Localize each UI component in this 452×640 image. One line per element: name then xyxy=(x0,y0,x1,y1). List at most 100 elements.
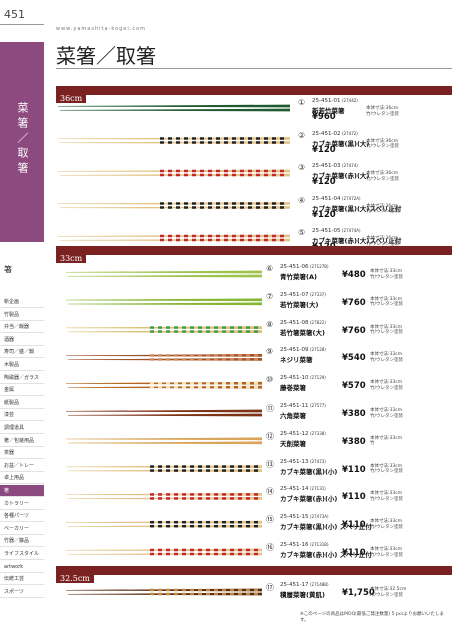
chopstick xyxy=(192,238,196,242)
chopstick xyxy=(198,552,202,556)
nav-item: artwork xyxy=(0,561,44,573)
item-name: 藤巻菜箸 xyxy=(280,384,306,393)
chopstick xyxy=(184,137,188,140)
item-number: ① xyxy=(298,98,306,107)
chopstick xyxy=(68,274,262,278)
chopstick xyxy=(158,358,162,361)
chopstick xyxy=(174,524,178,528)
item-name: カブキ菜箸(赤)(大)スベリ止付 xyxy=(312,237,402,245)
chopstick xyxy=(256,238,260,242)
item-name: 若竹菜箸(大) xyxy=(280,300,319,309)
chopstick xyxy=(198,493,202,496)
item-price: ¥120 xyxy=(312,144,336,155)
chopstick xyxy=(190,520,194,524)
chopstick xyxy=(176,169,180,173)
chopstick xyxy=(238,552,242,556)
chopstick xyxy=(206,520,210,524)
chopstick xyxy=(230,469,234,472)
chopstick xyxy=(158,548,162,552)
chopstick xyxy=(160,141,164,144)
chopstick xyxy=(254,524,258,528)
chopstick xyxy=(198,330,202,333)
chopstick xyxy=(58,202,290,205)
item-spec: 本体寸法:33cm xyxy=(370,547,403,552)
chopstick xyxy=(166,381,170,385)
chopstick xyxy=(216,238,220,242)
chopstick xyxy=(230,552,234,556)
chopstick xyxy=(238,465,242,468)
chopstick xyxy=(68,330,262,333)
item-ref: (27129) xyxy=(310,375,326,381)
chopstick xyxy=(246,497,250,500)
page-title: 菜箸／取箸 xyxy=(56,44,156,68)
chopstick xyxy=(58,169,290,173)
chopstick xyxy=(214,326,218,329)
item-number: ⑨ xyxy=(266,347,274,357)
chopstick xyxy=(232,173,236,177)
chopstick xyxy=(222,465,226,468)
item-spec: 本体寸法:36cm xyxy=(366,171,399,176)
chopstick xyxy=(150,381,154,385)
chopstick xyxy=(68,592,262,596)
chopstick xyxy=(174,469,178,472)
chopstick xyxy=(190,358,194,361)
chopstick xyxy=(280,206,284,209)
chopstick xyxy=(230,354,234,357)
chopstick xyxy=(174,552,178,556)
item-number: ② xyxy=(298,130,306,140)
nav-item: 各種パーツ xyxy=(0,510,44,523)
chopstick xyxy=(254,520,258,524)
chopstick xyxy=(198,385,202,389)
item-price: ¥110 xyxy=(342,492,366,503)
item-spec: 竹/ウレタン塗装 xyxy=(370,496,404,502)
chopstick xyxy=(168,202,172,205)
chopstick xyxy=(182,588,186,592)
chopstick xyxy=(246,520,250,524)
chopstick xyxy=(150,465,154,468)
rule xyxy=(56,68,452,69)
chopstick xyxy=(198,524,202,528)
item-spec: 竹/ウレタン塗装 xyxy=(370,357,404,363)
chopstick xyxy=(216,202,220,205)
chopstick xyxy=(222,469,226,472)
chopstick xyxy=(222,588,226,592)
chopstick xyxy=(150,469,154,472)
chopstick xyxy=(206,326,210,329)
chopstick xyxy=(168,234,172,238)
chopstick xyxy=(150,524,154,528)
chopstick xyxy=(198,469,202,472)
chopstick xyxy=(166,497,170,500)
chopstick xyxy=(222,330,226,333)
chopstick xyxy=(216,169,220,173)
item-code: 25-451-16 xyxy=(280,542,309,548)
nav-item: 漆芸 xyxy=(0,409,44,422)
item-price: ¥120 xyxy=(312,209,336,220)
item-spec: 本体寸法:36cm xyxy=(366,138,399,144)
chopstick xyxy=(222,326,226,329)
chopstick xyxy=(280,202,284,205)
chopstick xyxy=(224,141,228,144)
chopstick xyxy=(68,469,262,472)
chopstick xyxy=(182,381,186,385)
chopstick xyxy=(200,206,204,209)
chopstick xyxy=(198,354,202,357)
chopstick xyxy=(222,592,226,596)
chopstick xyxy=(206,469,210,472)
item-code: 25-451-10 xyxy=(280,375,309,382)
item-ref: (27577) xyxy=(310,403,326,408)
chopstick xyxy=(272,234,276,238)
item-number: ⑭ xyxy=(266,487,274,497)
item-number: ⑰ xyxy=(266,583,274,592)
chopstick xyxy=(160,234,164,238)
chopstick xyxy=(200,202,204,205)
chopstick xyxy=(254,385,258,389)
item-name: 青竹菜箸(A) xyxy=(280,273,317,281)
item-spec: 竹/ウレタン塗装 xyxy=(370,469,404,475)
chopstick xyxy=(264,141,268,144)
chopstick xyxy=(246,469,250,472)
chopstick xyxy=(198,381,202,385)
item-number: ④ xyxy=(298,195,306,205)
chopstick xyxy=(240,234,244,238)
chopstick xyxy=(272,141,276,144)
chopstick xyxy=(206,592,210,596)
